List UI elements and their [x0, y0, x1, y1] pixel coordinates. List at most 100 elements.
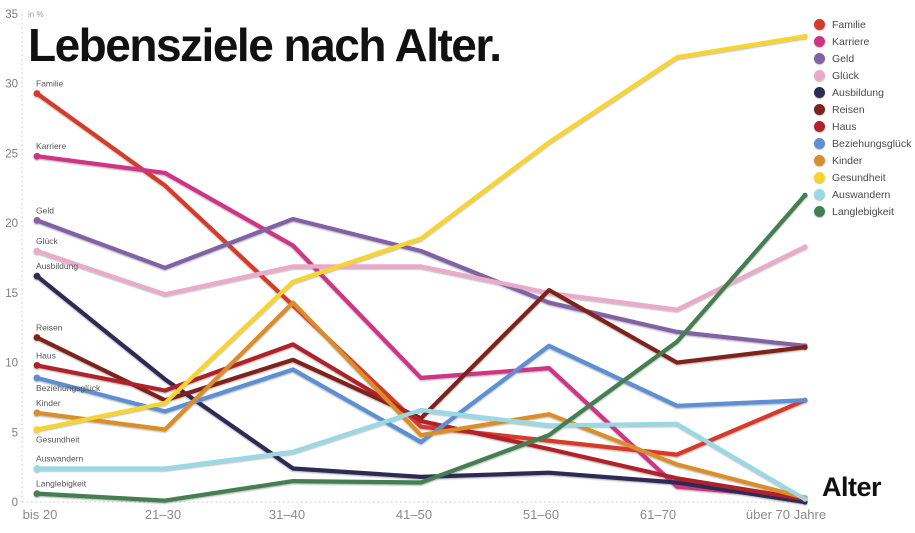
- series-start-label-ausbildung: Ausbildung: [36, 261, 78, 271]
- series-line-beziehungsglück: [34, 343, 808, 445]
- series-line-karriere: [34, 154, 808, 500]
- x-axis-title: Alter: [822, 472, 882, 502]
- x-tick-label: 31–40: [269, 507, 305, 522]
- legend-dot-icon: [814, 19, 825, 30]
- legend-item-beziehungsglück: Beziehungsglück: [814, 135, 911, 152]
- series-start-dot-haus: [33, 361, 41, 369]
- x-tick-label: 41–50: [396, 507, 432, 522]
- legend-dot-icon: [814, 70, 825, 81]
- series-start-label-beziehungsglück: Beziehungsglück: [36, 383, 101, 393]
- y-tick-label: 30: [5, 79, 18, 91]
- series-end-dot-beziehungsglück: [802, 397, 808, 403]
- series-line-reisen: [34, 288, 808, 421]
- series-start-label-familie: Familie: [36, 78, 64, 88]
- series-start-label-kinder: Kinder: [36, 398, 61, 408]
- legend-label: Geld: [832, 52, 855, 65]
- y-axis-unit-label: in %: [28, 10, 44, 19]
- series-start-label-karriere: Karriere: [36, 141, 67, 151]
- y-tick-label: 15: [5, 288, 18, 300]
- x-tick-label: 51–60: [523, 507, 559, 522]
- series-end-dot-langlebigkeit: [802, 192, 808, 198]
- legend-item-geld: Geld: [814, 50, 911, 67]
- legend-item-langlebigkeit: Langlebigkeit: [814, 203, 911, 220]
- series-line-gesundheit: [34, 34, 808, 432]
- y-tick-label: 20: [5, 218, 18, 230]
- legend-item-auswandern: Auswandern: [814, 186, 911, 203]
- y-tick-label: 35: [5, 9, 18, 21]
- series-line-glück: [34, 244, 808, 312]
- x-tick-label: über 70 Jahre: [746, 507, 826, 522]
- series-layer: [33, 33, 808, 505]
- series-start-dot-glück: [33, 247, 41, 255]
- series-start-label-auswandern: Auswandern: [36, 454, 84, 464]
- legend-label: Beziehungsglück: [832, 137, 912, 150]
- legend-label: Gesundheit: [832, 171, 886, 184]
- legend-item-kinder: Kinder: [814, 152, 911, 169]
- series-start-label-langlebigkeit: Langlebigkeit: [36, 479, 87, 489]
- series-start-label-glück: Glück: [36, 236, 58, 246]
- legend-item-karriere: Karriere: [814, 33, 911, 50]
- series-line-geld: [34, 216, 808, 348]
- series-start-dot-ausbildung: [33, 272, 41, 280]
- legend-label: Familie: [832, 18, 866, 31]
- legend-label: Haus: [832, 120, 857, 133]
- series-start-label-haus: Haus: [36, 350, 56, 360]
- legend-label: Kinder: [832, 154, 863, 167]
- series-start-label-gesundheit: Gesundheit: [36, 434, 80, 444]
- series-start-label-reisen: Reisen: [36, 322, 63, 332]
- series-start-dot-karriere: [33, 152, 41, 160]
- series-start-dot-auswandern: [33, 465, 41, 472]
- legend-dot-icon: [814, 104, 825, 115]
- legend-item-gesundheit: Gesundheit: [814, 169, 911, 186]
- legend-item-familie: Familie: [814, 16, 911, 33]
- legend-dot-icon: [814, 53, 825, 64]
- legend-item-glück: Glück: [814, 67, 911, 84]
- series-end-dot-gesundheit: [802, 33, 808, 39]
- series-start-dot-gesundheit: [33, 426, 41, 433]
- axis-layer: 0 5 10 15 20 25 30 35 in % bis 20 21–30 31–40 41–50 5…: [5, 9, 826, 522]
- series-line-kinder: [34, 300, 808, 500]
- legend: Familie Karriere Geld Glück Ausbildung Reisen…: [814, 16, 911, 220]
- y-tick-label: 25: [5, 148, 18, 160]
- x-tick-label: 21–30: [145, 507, 181, 522]
- y-tick-label: 0: [12, 497, 18, 509]
- series-line-langlebigkeit: [34, 193, 808, 503]
- x-tick-label: bis 20: [23, 507, 58, 522]
- series-line-ausbildung: [34, 274, 808, 505]
- legend-label: Auswandern: [832, 188, 891, 201]
- y-tick-label: 5: [12, 427, 18, 439]
- legend-dot-icon: [814, 87, 825, 98]
- legend-label: Langlebigkeit: [832, 205, 894, 218]
- legend-item-haus: Haus: [814, 118, 911, 135]
- legend-item-reisen: Reisen: [814, 101, 911, 118]
- series-start-dot-familie: [33, 90, 41, 97]
- series-end-dot-glück: [802, 244, 808, 250]
- x-tick-label: 61–70: [640, 507, 676, 522]
- legend-dot-icon: [814, 206, 825, 217]
- legend-item-ausbildung: Ausbildung: [814, 84, 911, 101]
- legend-dot-icon: [814, 172, 825, 183]
- chart-title: Lebensziele nach Alter.: [28, 19, 502, 71]
- legend-dot-icon: [814, 36, 825, 47]
- legend-dot-icon: [814, 138, 825, 149]
- series-start-dot-beziehungsglück: [33, 374, 41, 382]
- series-line-familie: [34, 91, 808, 457]
- legend-label: Karriere: [832, 35, 870, 48]
- series-start-label-geld: Geld: [36, 205, 54, 215]
- series-line-haus: [34, 342, 808, 502]
- series-end-dot-auswandern: [802, 496, 808, 502]
- series-start-dot-reisen: [33, 334, 41, 341]
- labels-layer: Familie Karriere Geld Glück Ausbildung Reisen…: [36, 78, 101, 488]
- legend-label: Glück: [832, 69, 859, 82]
- legend-dot-icon: [814, 189, 825, 200]
- series-start-dot-geld: [33, 216, 41, 224]
- series-end-dot-reisen: [802, 344, 808, 350]
- series-start-dot-kinder: [33, 409, 41, 417]
- y-tick-label: 10: [5, 358, 18, 370]
- series-line-auswandern: [34, 407, 808, 502]
- series-start-dot-langlebigkeit: [33, 490, 41, 498]
- legend-dot-icon: [814, 155, 825, 166]
- legend-label: Ausbildung: [832, 86, 884, 99]
